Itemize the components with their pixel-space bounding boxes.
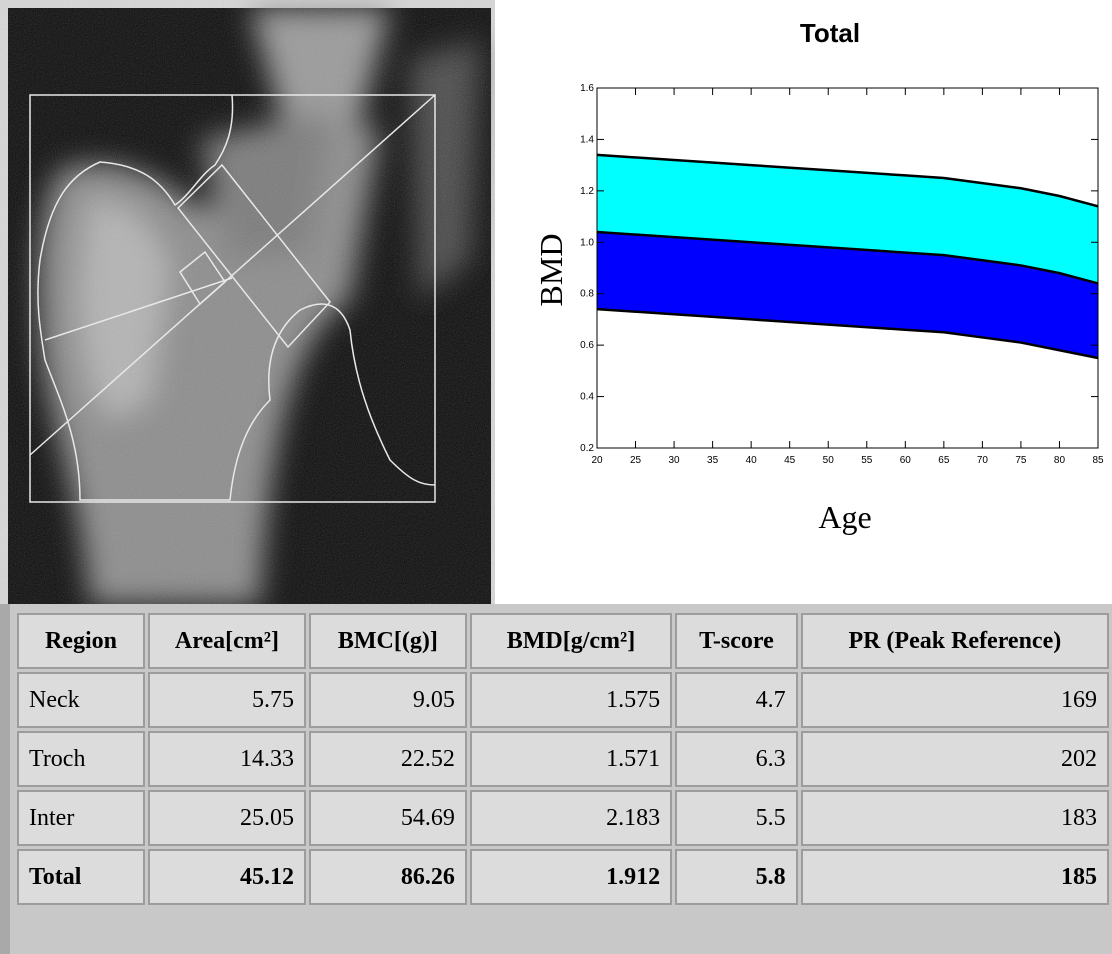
table-cell: 1.571 — [470, 731, 672, 787]
x-axis-label: Age — [818, 499, 871, 535]
y-tick-label: 1.2 — [580, 186, 594, 197]
x-tick-label: 40 — [746, 455, 758, 466]
table-cell: 185 — [801, 849, 1109, 905]
table-cell: 1.912 — [470, 849, 672, 905]
column-header: T-score — [675, 613, 798, 669]
table-cell: 9.05 — [309, 672, 467, 728]
x-tick-label: 45 — [784, 455, 796, 466]
table-cell: Neck — [17, 672, 145, 728]
y-tick-label: 1.0 — [580, 237, 594, 248]
table-cell: 14.33 — [148, 731, 306, 787]
table-cell: Troch — [17, 731, 145, 787]
column-header: Region — [17, 613, 145, 669]
table-cell: 1.575 — [470, 672, 672, 728]
plot-area: 0.2 0.4 0.6 0.8 1.0 1.2 1.4 1.6 20 25 30 35 40 45 50 55… — [580, 83, 1104, 466]
y-tick-label: 0.8 — [580, 289, 594, 300]
x-tick-label: 70 — [977, 455, 989, 466]
table-cell: 54.69 — [309, 790, 467, 846]
table-cell: 2.183 — [470, 790, 672, 846]
x-tick-label: 85 — [1092, 455, 1104, 466]
report-screen: Total BMD Age 0.2 0.4 0.6 0.8 1.0 1.2 1.4 1.6 20… — [0, 0, 1112, 954]
table-cell: Inter — [17, 790, 145, 846]
x-tick-label: 25 — [630, 455, 642, 466]
x-tick-label: 80 — [1054, 455, 1066, 466]
y-tick-label: 1.6 — [580, 83, 594, 94]
y-tick-label: 0.4 — [580, 392, 594, 403]
table-cell: 183 — [801, 790, 1109, 846]
x-tick-label: 35 — [707, 455, 719, 466]
y-axis-label: BMD — [533, 234, 569, 307]
x-tick-label: 75 — [1015, 455, 1027, 466]
table-cell: 45.12 — [148, 849, 306, 905]
table-cell: 25.05 — [148, 790, 306, 846]
x-tick-label: 50 — [823, 455, 835, 466]
x-tick-label: 30 — [669, 455, 681, 466]
hip-scan-image — [0, 0, 495, 604]
table-cell: 5.8 — [675, 849, 798, 905]
table-cell: 202 — [801, 731, 1109, 787]
column-header: Area[cm²] — [148, 613, 306, 669]
chart-title: Total — [800, 18, 860, 48]
table-cell: Total — [17, 849, 145, 905]
table-cell: 22.52 — [309, 731, 467, 787]
y-tick-label: 0.6 — [580, 340, 594, 351]
y-tick-label: 0.2 — [580, 443, 594, 454]
bmd-chart: Total BMD Age 0.2 0.4 0.6 0.8 1.0 1.2 1.4 1.6 20… — [500, 0, 1112, 604]
column-header: PR (Peak Reference) — [801, 613, 1109, 669]
table-cell: 6.3 — [675, 731, 798, 787]
table-cell: 86.26 — [309, 849, 467, 905]
x-tick-label: 55 — [861, 455, 873, 466]
table-cell: 5.75 — [148, 672, 306, 728]
table-cell: 169 — [801, 672, 1109, 728]
table-cell: 4.7 — [675, 672, 798, 728]
x-tick-label: 20 — [591, 455, 603, 466]
column-header: BMD[g/cm²] — [470, 613, 672, 669]
column-header: BMC[(g)] — [309, 613, 467, 669]
x-tick-label: 60 — [900, 455, 912, 466]
y-tick-label: 1.4 — [580, 134, 594, 145]
x-tick-label: 65 — [938, 455, 950, 466]
table-cell: 5.5 — [675, 790, 798, 846]
